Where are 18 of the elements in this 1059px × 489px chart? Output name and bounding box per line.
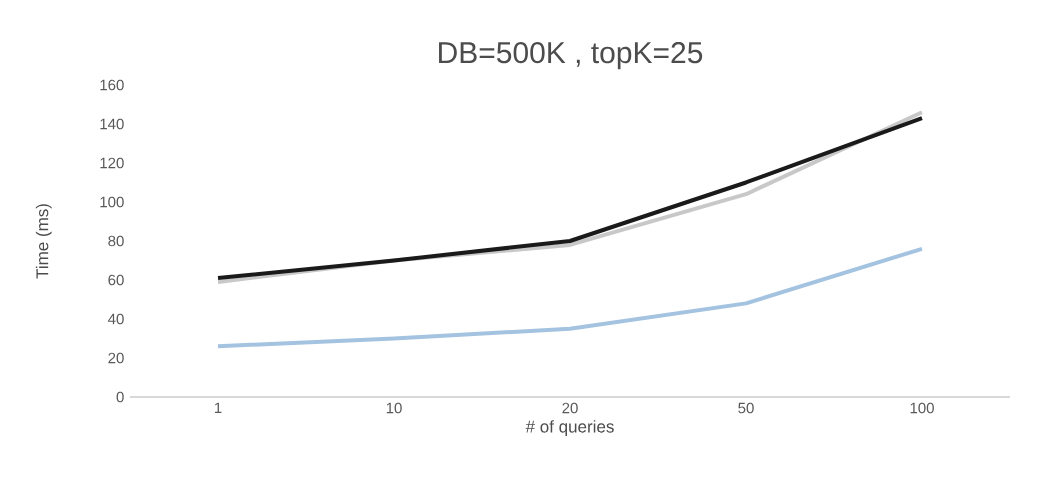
- y-tick-label: 20: [108, 352, 124, 364]
- y-tick-label: 120: [100, 157, 124, 169]
- y-tick-label: 80: [108, 235, 124, 247]
- chart-title: DB=500K , topK=25: [439, 42, 703, 70]
- x-tick-label: 50: [738, 402, 754, 414]
- y-tick-label: 0: [116, 391, 124, 403]
- y-tick-label: 160: [100, 79, 124, 91]
- x-tick-label: 20: [562, 402, 578, 414]
- x-axis-title: # of queries: [525, 420, 614, 436]
- y-tick-label: 140: [100, 118, 124, 130]
- y-tick-label: 60: [108, 274, 124, 286]
- x-tick-label: 1: [214, 402, 222, 413]
- x-tick-label: 100: [910, 402, 934, 414]
- y-tick-label: 40: [108, 313, 124, 325]
- line-series: [216, 246, 924, 349]
- x-tick-label: 10: [386, 402, 402, 414]
- y-tick-label: 100: [100, 196, 124, 208]
- y-axis-title: Time (ms): [35, 204, 52, 279]
